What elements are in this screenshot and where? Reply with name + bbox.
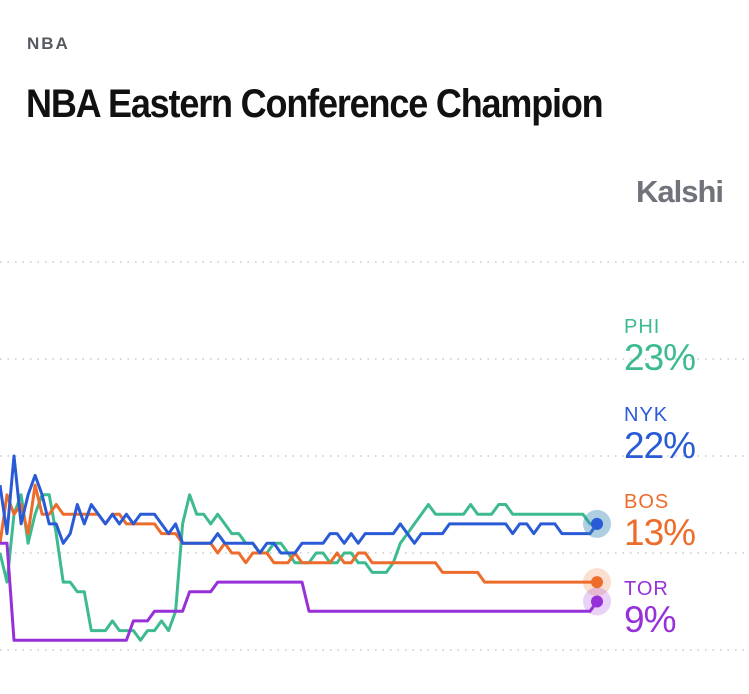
legend-series-name: TOR: [624, 578, 669, 600]
series-line-bos: [0, 483, 597, 584]
kalshi-logo: Kalshi: [635, 174, 724, 209]
legend-series-name: NYK: [624, 404, 669, 426]
legend-series-percent: 23%: [624, 337, 696, 378]
page-title: NBA Eastern Conference Champion: [26, 82, 604, 126]
series-line-tor: [0, 541, 599, 642]
endpoint-dot-bos: [591, 576, 603, 589]
legend-series-name: PHI: [624, 316, 661, 338]
endpoint-dot-nyk: [591, 517, 603, 530]
chart-lines: [0, 454, 599, 642]
series-line-nyk: [0, 454, 599, 555]
endpoint-dot-tor: [591, 595, 603, 608]
legend-item-bos: BOS 13%: [624, 491, 696, 553]
category-label: NBA: [27, 34, 70, 53]
legend-series-percent: 13%: [624, 512, 696, 553]
legend-series-percent: 22%: [624, 425, 696, 466]
series-line-phi: [0, 493, 597, 642]
legend-item-tor: TOR 9%: [624, 578, 676, 640]
legend-series-percent: 9%: [624, 599, 676, 640]
chart-endpoints: [583, 509, 611, 616]
legend-series-name: BOS: [624, 491, 670, 513]
legend-item-nyk: NYK 22%: [624, 404, 696, 466]
legend-item-phi: PHI 23%: [624, 316, 696, 378]
